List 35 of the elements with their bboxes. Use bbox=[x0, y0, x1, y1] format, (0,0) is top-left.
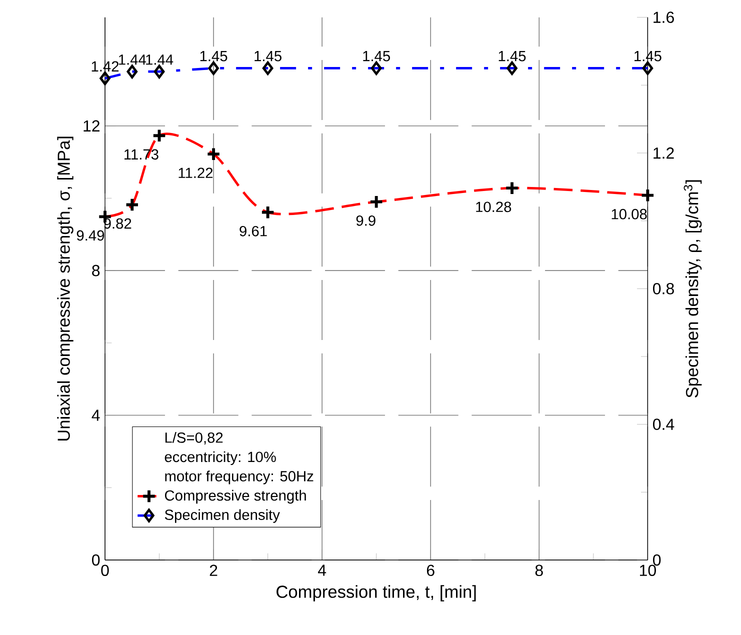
y-axis-title: Uniaxial compressive strength, σ, [MPa] bbox=[57, 136, 74, 441]
legend-label: Specimen density bbox=[164, 509, 280, 523]
data-label: 9.49 bbox=[76, 230, 104, 241]
x-tick-label: 8 bbox=[535, 564, 543, 576]
y-tick-label: 4 bbox=[92, 410, 100, 421]
annotation: L/S=0,82 bbox=[165, 432, 223, 445]
x-axis-title: Compression time, t, [min] bbox=[276, 585, 476, 602]
y2-axis-title: Specimen density, ρ, [g/cm$^{3}$] bbox=[684, 180, 702, 398]
annotation: eccentricity: 10% bbox=[164, 451, 276, 466]
y-tick-label: 12 bbox=[84, 120, 100, 132]
annotation: motor frequency: 50Hz bbox=[165, 470, 314, 484]
data-label: 1.44 bbox=[118, 54, 146, 65]
y-tick-label: 0 bbox=[92, 554, 100, 566]
data-label: 1.44 bbox=[146, 54, 174, 65]
x-tick-label: 2 bbox=[210, 564, 218, 576]
y-tick-label: 8 bbox=[92, 264, 100, 276]
x-tick-label: 4 bbox=[318, 564, 326, 576]
y2-tick-label: 1.2 bbox=[654, 147, 674, 159]
data-label: 10.28 bbox=[476, 202, 512, 212]
data-label: 9.9 bbox=[356, 215, 376, 226]
legend-label: Compressive strength bbox=[164, 490, 306, 504]
y2-tick-label: 0.8 bbox=[653, 283, 674, 294]
data-label: 1.45 bbox=[200, 51, 228, 62]
data-label: 9.61 bbox=[240, 226, 267, 236]
data-label: 11.22 bbox=[178, 168, 213, 178]
y2-tick-label: 0.4 bbox=[653, 418, 674, 430]
data-label: 10.08 bbox=[612, 208, 647, 220]
y2-tick-label: 0 bbox=[653, 554, 661, 566]
x-tick-label: 6 bbox=[426, 564, 434, 576]
y2-tick-label: 1.6 bbox=[654, 12, 674, 23]
x-tick-label: 0 bbox=[101, 564, 109, 576]
data-label: 1.45 bbox=[498, 51, 526, 62]
data-label: 1.45 bbox=[363, 51, 390, 62]
x-tick-label: 10 bbox=[640, 564, 656, 576]
data-label: 1.45 bbox=[254, 51, 282, 62]
